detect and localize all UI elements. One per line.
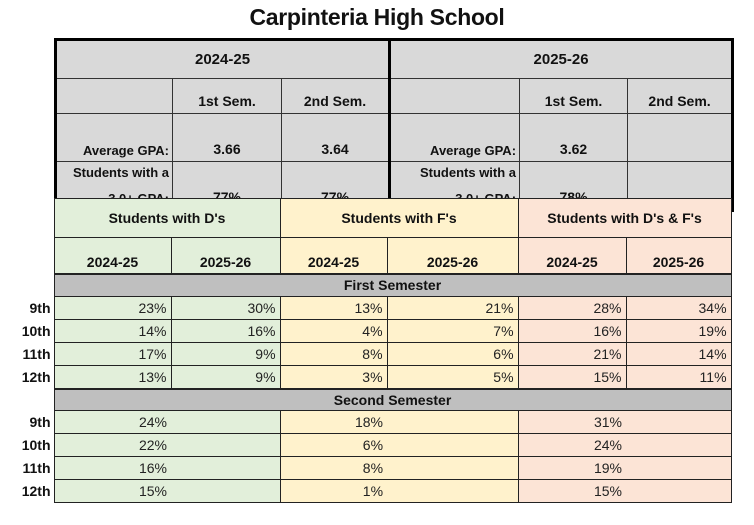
avg-gpa-value: 3.62 <box>519 113 629 162</box>
grade-label: 12th <box>6 365 54 389</box>
value-cell <box>171 479 281 503</box>
year-header: 2024-25 <box>53 237 172 275</box>
sem-header: 1st Sem. <box>519 78 629 114</box>
avg-gpa-value: 3.64 <box>280 113 392 162</box>
value-cell <box>387 410 519 434</box>
table-row: 12th 13% 9% 3% 5% 15% 11% <box>6 364 732 389</box>
grade-label: 9th <box>6 410 54 434</box>
table-row: 11th 16% 8% 19% <box>6 456 732 480</box>
value-cell <box>387 456 519 480</box>
value-cell: 23% <box>53 295 172 320</box>
value-cell: 19% <box>517 456 627 480</box>
value-cell: 15% <box>53 479 171 503</box>
year-header: 2025-26 <box>170 237 281 275</box>
table-row: 11th 17% 9% 8% 6% 21% 14% <box>6 341 732 366</box>
grades-table: Students with D's Students with F's Studen… <box>6 198 732 503</box>
label-line: Students with a <box>419 165 517 180</box>
value-cell: 16% <box>53 456 171 480</box>
year-header: 2025-26 <box>389 39 734 79</box>
value-cell <box>626 479 732 503</box>
table-row: 10th 22% 6% 24% <box>6 433 732 457</box>
value-cell: 21% <box>517 341 627 366</box>
year-header: 2024-25 <box>279 237 388 275</box>
table-row: 9th 24% 18% 31% <box>6 410 732 434</box>
value-cell: 8% <box>279 456 388 480</box>
value-cell: 22% <box>53 433 171 457</box>
value-cell: 17% <box>53 341 172 366</box>
value-cell: 14% <box>625 341 732 366</box>
blank-cell <box>55 78 173 114</box>
value-cell <box>626 410 732 434</box>
label-line: Students with a <box>72 165 169 180</box>
value-cell: 16% <box>517 318 627 343</box>
blank-cell <box>6 274 54 296</box>
value-cell: 21% <box>386 295 519 320</box>
blank-cell <box>389 78 521 114</box>
value-cell: 24% <box>517 433 627 457</box>
value-cell: 18% <box>279 410 388 434</box>
value-cell <box>387 433 519 457</box>
year-header: 2024-25 <box>54 39 392 79</box>
value-cell: 31% <box>517 410 627 434</box>
value-cell: 13% <box>53 364 172 389</box>
grade-label: 10th <box>6 319 54 342</box>
value-cell: 6% <box>279 433 388 457</box>
value-cell: 5% <box>386 364 519 389</box>
value-cell: 8% <box>279 341 388 366</box>
table-row: 12th 15% 1% 15% <box>6 479 732 503</box>
grade-label: 11th <box>6 342 54 365</box>
value-cell: 28% <box>517 295 627 320</box>
value-cell <box>171 410 281 434</box>
value-cell <box>171 456 281 480</box>
table-row: 9th 23% 30% 13% 21% 28% 34% <box>6 295 732 320</box>
blank-cell <box>6 198 54 238</box>
value-cell: 4% <box>279 318 388 343</box>
value-cell: 3% <box>279 364 388 389</box>
blank-cell <box>6 388 54 411</box>
avg-gpa-value <box>627 113 734 162</box>
category-header: Students with D's & F's <box>517 198 732 238</box>
year-header: 2025-26 <box>386 237 519 275</box>
value-cell <box>626 456 732 480</box>
value-cell: 19% <box>625 318 732 343</box>
page-title: Carpinteria High School <box>249 4 505 30</box>
value-cell: 6% <box>386 341 519 366</box>
grade-label: 9th <box>6 296 54 319</box>
value-cell: 9% <box>170 341 281 366</box>
blank-cell <box>6 237 54 274</box>
value-cell <box>387 479 519 503</box>
sem-header: 2nd Sem. <box>280 78 392 114</box>
year-header: 2024-25 <box>517 237 627 275</box>
semester-band: First Semester <box>53 273 732 297</box>
sem-header: 2nd Sem. <box>627 78 734 114</box>
value-cell <box>626 433 732 457</box>
value-cell <box>171 433 281 457</box>
value-cell: 15% <box>517 479 627 503</box>
year-header: 2025-26 <box>625 237 732 275</box>
category-header: Students with D's <box>53 198 281 238</box>
value-cell: 30% <box>170 295 281 320</box>
avg-gpa-label: Average GPA: <box>389 113 521 162</box>
value-cell: 13% <box>279 295 388 320</box>
table-row: 10th 14% 16% 4% 7% 16% 19% <box>6 318 732 343</box>
value-cell: 14% <box>53 318 172 343</box>
avg-gpa-label: Average GPA: <box>55 113 173 162</box>
value-cell: 16% <box>170 318 281 343</box>
value-cell: 7% <box>386 318 519 343</box>
value-cell: 24% <box>53 410 171 434</box>
avg-gpa-value: 3.66 <box>172 113 282 162</box>
value-cell: 1% <box>279 479 388 503</box>
value-cell: 34% <box>625 295 732 320</box>
value-cell: 9% <box>170 364 281 389</box>
category-header: Students with F's <box>279 198 519 238</box>
grade-label: 10th <box>6 433 54 457</box>
value-cell: 11% <box>625 364 732 389</box>
value-cell: 15% <box>517 364 627 389</box>
grade-label: 12th <box>6 479 54 503</box>
grade-label: 11th <box>6 456 54 480</box>
sem-header: 1st Sem. <box>172 78 282 114</box>
semester-band: Second Semester <box>53 387 732 411</box>
gpa-table: 2024-25 2025-26 1st Sem. 2nd Sem. 1st Se… <box>54 38 735 212</box>
